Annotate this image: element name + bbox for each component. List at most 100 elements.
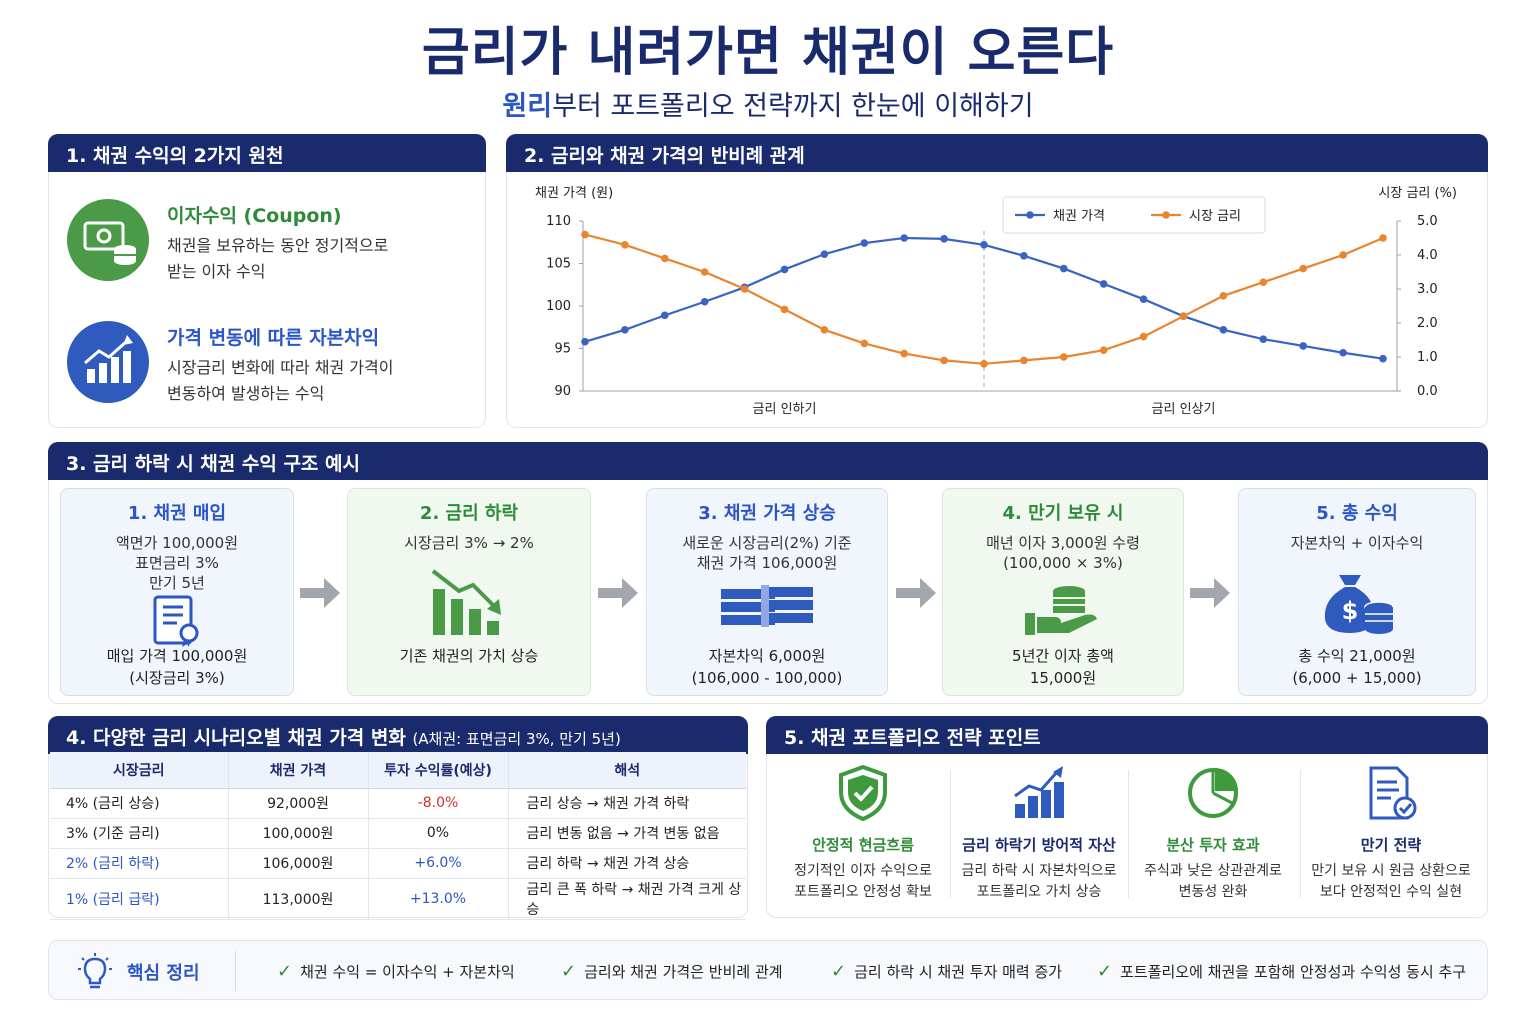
summary-text: 금리 하락 시 채권 투자 매력 증가	[854, 963, 1063, 981]
data-point	[1339, 251, 1347, 259]
data-point	[860, 339, 869, 348]
data-point	[1299, 342, 1307, 350]
step-desc: 자본차익 + 이자수익	[1290, 534, 1424, 552]
right-tick-label: 1.0	[1417, 350, 1438, 365]
note-cell: 금리 상승 → 채권 가격 하락	[508, 788, 746, 819]
data-point	[1099, 346, 1108, 354]
data-point	[1020, 252, 1028, 260]
certificate-document-icon	[149, 593, 205, 653]
step-card-1: 1. 채권 매입 액면가 100,000원 표면금리 3% 만기 5년 매입 가…	[60, 488, 294, 696]
summary-text: 금리와 채권 가격은 반비례 관계	[584, 963, 783, 981]
data-point	[1219, 326, 1228, 334]
data-point	[780, 265, 789, 274]
left-tick-label: 105	[546, 257, 571, 272]
data-point	[980, 241, 988, 249]
data-point	[581, 337, 589, 346]
rate-cell: 1% (금리 급락)	[50, 878, 229, 920]
svg-text:$: $	[1342, 597, 1359, 625]
step-card-4: 4. 만기 보유 시 매년 이자 3,000원 수령 (100,000 × 3%…	[942, 488, 1184, 696]
divider	[1128, 770, 1129, 898]
right-tick-label: 4.0	[1417, 248, 1438, 263]
summary-item: ✓ 포트폴리오에 채권을 포함해 안정성과 수익성 동시 추구	[1097, 961, 1466, 982]
step-desc: 액면가 100,000원 표면금리 3% 만기 5년	[116, 534, 238, 592]
coupon-income-title: 이자수익 (Coupon)	[167, 205, 342, 227]
legend-marker	[1162, 211, 1170, 219]
data-point	[581, 230, 589, 239]
data-point	[621, 326, 629, 334]
rate-cell: 3% (기준 금리)	[50, 818, 229, 849]
return-cell: 0%	[368, 818, 509, 849]
right-tick-label: 2.0	[1417, 316, 1438, 331]
data-point	[700, 268, 709, 276]
legend-marker	[1026, 211, 1034, 219]
pie-chart-icon	[1128, 764, 1298, 826]
strategy-stable-cashflow: 안정적 현금흐름 정기적인 이자 수익으로 포트폴리오 안정성 확보	[778, 764, 948, 903]
strategy-title: 안정적 현금흐름	[812, 836, 914, 854]
data-point	[900, 349, 908, 358]
table-row: 3% (기준 금리) 100,000원 0% 금리 변동 없음 → 가격 변동 …	[50, 818, 746, 849]
column-header: 투자 수익률(예상)	[368, 752, 509, 789]
data-point	[700, 297, 709, 306]
left-tick-label: 95	[554, 342, 571, 357]
falling-bars-icon	[429, 567, 509, 643]
rate-cell: 2% (금리 하락)	[50, 848, 229, 879]
right-axis-title: 시장 금리 (%)	[1378, 186, 1457, 201]
data-point	[1299, 264, 1307, 273]
section4-note: (A채권: 표면금리 3%, 만기 5년)	[412, 730, 621, 748]
bar-chart-up-icon	[954, 764, 1124, 826]
divider	[235, 951, 236, 991]
data-point	[1179, 312, 1188, 320]
note-cell: 금리 하락 → 채권 가격 상승	[508, 848, 746, 879]
step-foot: 기존 채권의 가치 상승	[399, 647, 539, 665]
strategy-desc: 주식과 낮은 상관관계로 변동성 완화	[1144, 863, 1282, 900]
price-cell: 100,000원	[228, 818, 369, 849]
data-point	[940, 235, 948, 243]
strategy-desc: 만기 보유 시 원금 상환으로 보다 안정적인 수익 실현	[1311, 863, 1471, 900]
step-card-3: 3. 채권 가격 상승 새로운 시장금리(2%) 기준 채권 가격 106,00…	[646, 488, 888, 696]
legend-box	[1002, 196, 1266, 234]
data-point	[860, 239, 869, 247]
step-foot: 자본차익 6,000원 (106,000 - 100,000)	[691, 647, 843, 687]
data-point	[820, 326, 829, 334]
step-desc: 시장금리 3% → 2%	[404, 534, 534, 552]
data-point	[740, 285, 749, 293]
hand-coins-icon	[1021, 583, 1105, 641]
money-bag-icon: $	[1317, 567, 1397, 641]
right-tick-label: 5.0	[1417, 214, 1438, 229]
capital-gain-title: 가격 변동에 따른 자본차익	[167, 327, 380, 349]
section2-heading: 2. 금리와 채권 가격의 반비례 관계	[506, 134, 1488, 172]
lightbulb-icon	[75, 953, 115, 995]
capital-gain-item: 가격 변동에 따른 자본차익 시장금리 변화에 따라 채권 가격이 변동하여 발…	[67, 321, 487, 411]
step-foot: 매입 가격 100,000원 (시장금리 3%)	[106, 647, 248, 687]
inverse-relation-panel: 2. 금리와 채권 가격의 반비례 관계 90 95 100 105 110 0.0 1.0…	[506, 134, 1488, 428]
data-point	[1379, 354, 1387, 363]
rate-cell: 4% (금리 상승)	[50, 788, 229, 819]
strategy-title: 만기 전략	[1360, 836, 1422, 854]
divider	[950, 770, 951, 898]
section4-title: 4. 다양한 금리 시나리오별 채권 가격 변화	[66, 727, 406, 749]
data-point	[780, 305, 789, 314]
income-sources-panel: 1. 채권 수익의 2가지 원천 이자수익 (Coupon) 채권을 보유하는 …	[48, 134, 486, 428]
data-point	[1339, 348, 1347, 357]
note-cell: 금리 큰 폭 하락 → 채권 가격 크게 상승	[508, 878, 746, 920]
data-point	[1259, 278, 1268, 286]
step-card-5: 5. 총 수익 자본차익 + 이자수익 $ 총 수익 21,000원 (6,00…	[1238, 488, 1476, 696]
strategy-title: 금리 하락기 방어적 자산	[962, 836, 1116, 854]
summary-text: 채권 수익 = 이자수익 + 자본차익	[300, 963, 515, 981]
step-desc: 새로운 시장금리(2%) 기준 채권 가격 106,000원	[682, 534, 852, 572]
data-point	[1060, 353, 1068, 361]
step-title: 3. 채권 가격 상승	[698, 503, 836, 524]
section5-heading: 5. 채권 포트폴리오 전략 포인트	[766, 716, 1488, 754]
step-title: 4. 만기 보유 시	[1002, 503, 1124, 524]
step-card-2: 2. 금리 하락 시장금리 3% → 2% 기존 채권의 가치 상승	[347, 488, 591, 696]
summary-label: 핵심 정리	[127, 963, 200, 984]
strategy-desc: 금리 하락 시 자본차익으로 포트폴리오 가치 상승	[961, 863, 1117, 900]
key-summary-bar: 핵심 정리 ✓ 채권 수익 = 이자수익 + 자본차익 ✓ 금리와 채권 가격은 반…	[48, 940, 1488, 1000]
return-cell: +6.0%	[368, 848, 509, 879]
summary-item: ✓ 금리 하락 시 채권 투자 매력 증가	[831, 961, 1062, 982]
phase-label: 금리 인하기	[753, 402, 817, 417]
money-coins-icon	[67, 199, 149, 281]
data-point	[1060, 264, 1068, 273]
strategy-diversification: 분산 투자 효과 주식과 낮은 상관관계로 변동성 완화	[1128, 764, 1298, 903]
left-tick-label: 100	[546, 299, 571, 314]
